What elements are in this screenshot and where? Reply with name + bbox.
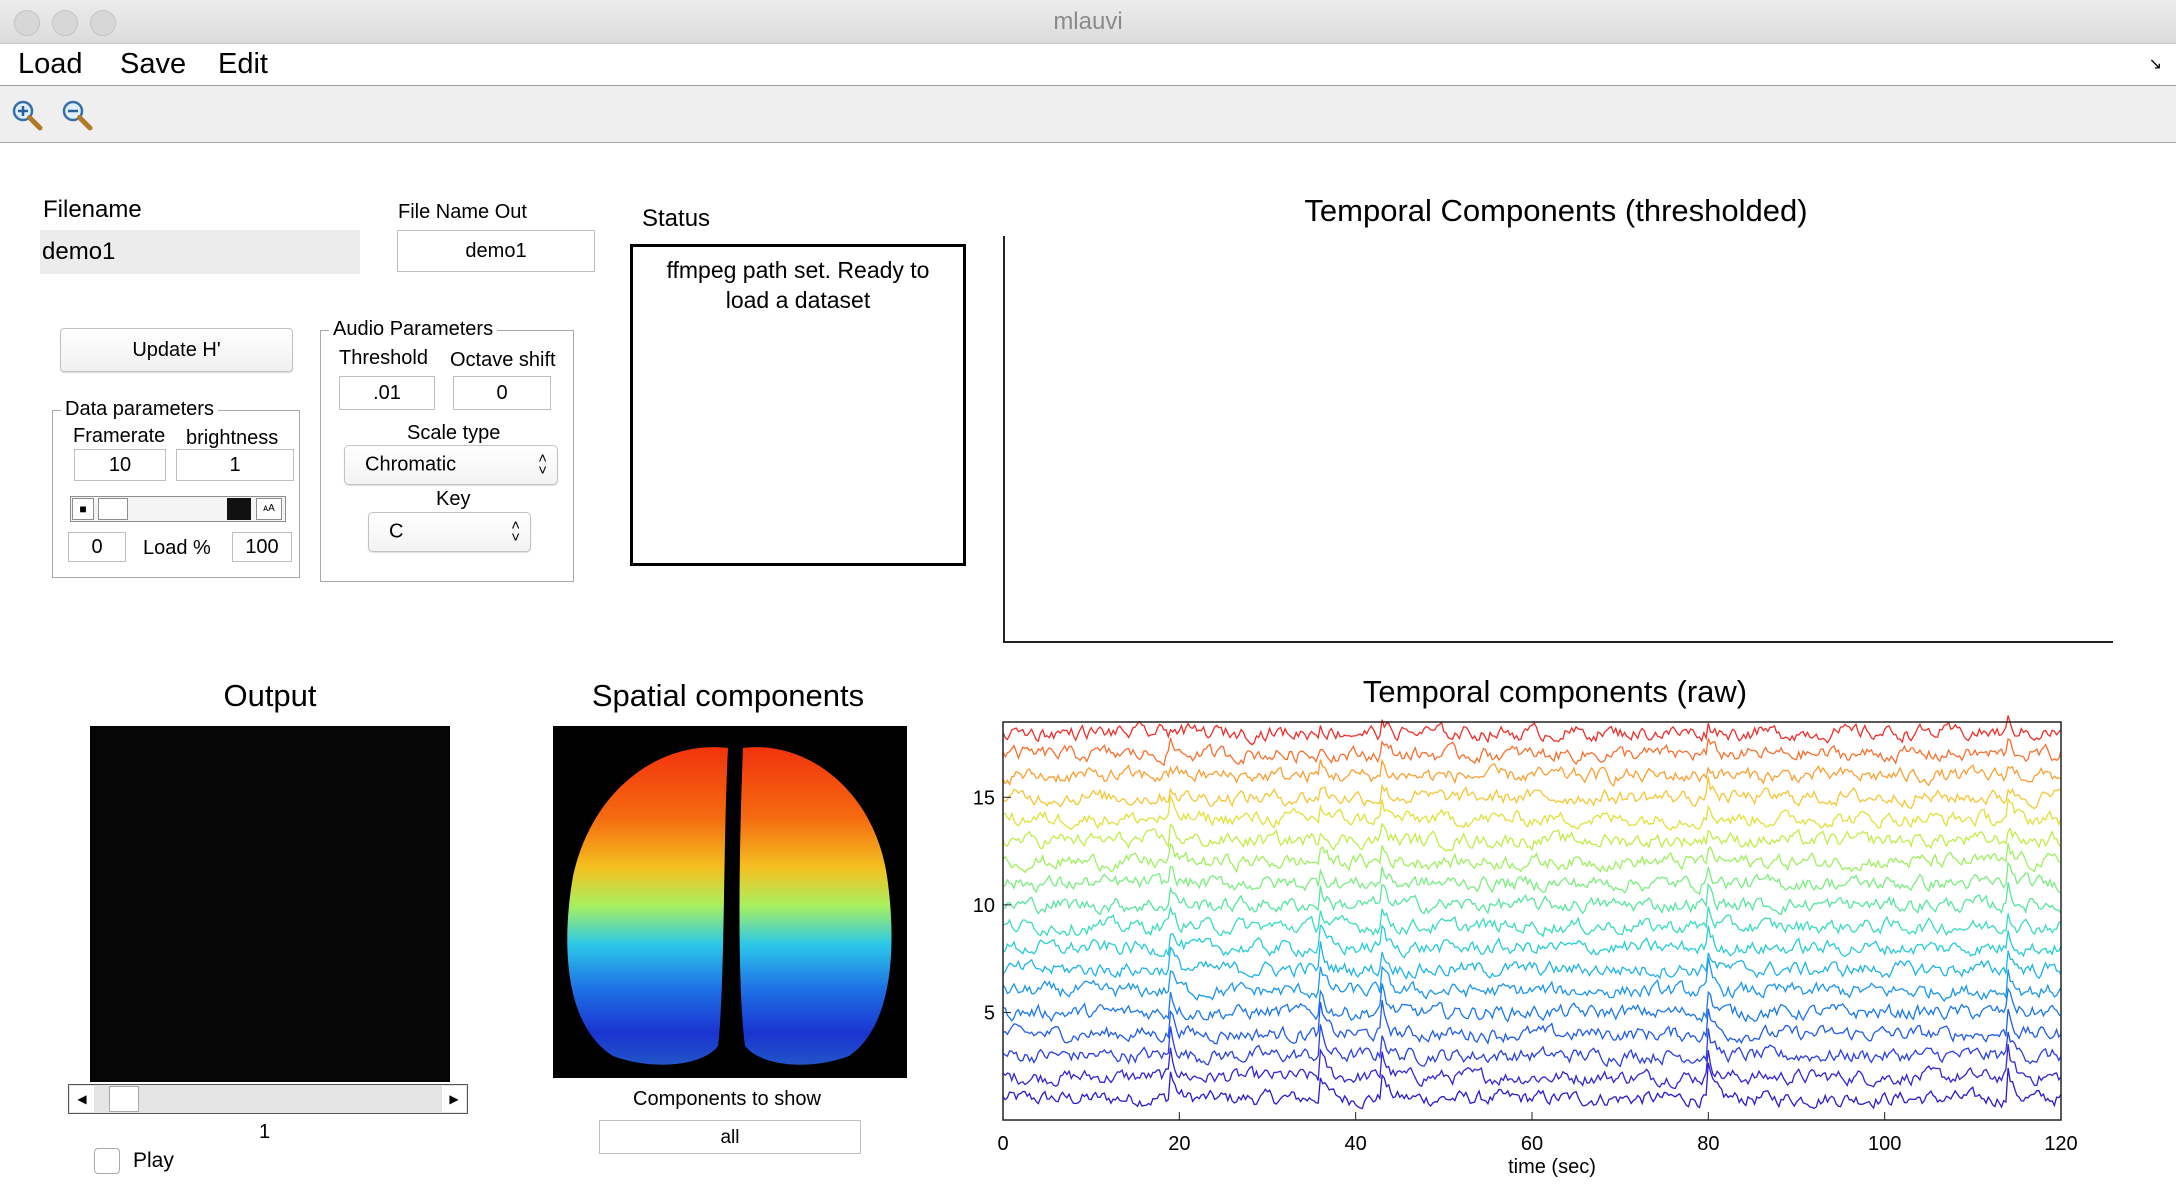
key-label: Key bbox=[436, 488, 471, 510]
raw-series-line-9 bbox=[1002, 905, 2062, 938]
threshold-field[interactable]: .01 bbox=[339, 376, 435, 410]
raw-series-line-5 bbox=[1002, 983, 2062, 1023]
zoom-in-icon[interactable] bbox=[10, 98, 44, 132]
temporal-raw-title: Temporal components (raw) bbox=[1363, 674, 1747, 709]
y-tick-label: 10 bbox=[973, 895, 995, 917]
x-tick-label: 0 bbox=[997, 1133, 1008, 1155]
raw-series-line-14 bbox=[1002, 794, 2062, 831]
scroll-right-icon[interactable]: ▶ bbox=[442, 1086, 466, 1112]
output-video-frame bbox=[90, 726, 450, 1082]
update-h-button[interactable]: Update H' bbox=[60, 328, 293, 372]
menu-load[interactable]: Load bbox=[18, 48, 83, 80]
octave-shift-field[interactable]: 0 bbox=[453, 376, 551, 410]
raw-series-line-17 bbox=[1002, 737, 2062, 767]
output-title: Output bbox=[223, 678, 317, 713]
key-select[interactable]: C ˄ ˅ bbox=[368, 512, 531, 552]
scale-type-select[interactable]: Chromatic ˄ ˅ bbox=[344, 445, 558, 485]
audio-parameters-title: Audio Parameters bbox=[329, 318, 498, 341]
status-box: ffmpeg path set. Ready to load a dataset bbox=[630, 244, 966, 566]
raw-series-line-16 bbox=[1002, 758, 2062, 788]
temporal-thresholded-title: Temporal Components (thresholded) bbox=[1304, 193, 1808, 228]
raw-series-line-1 bbox=[1002, 1062, 2062, 1110]
raw-series-line-12 bbox=[1002, 842, 2062, 874]
filename-field[interactable]: demo1 bbox=[40, 230, 360, 274]
y-tick-label: 5 bbox=[984, 1002, 995, 1024]
thresholded-y-axis bbox=[1003, 236, 1005, 643]
x-tick-label: 20 bbox=[1168, 1133, 1190, 1155]
raw-series-line-3 bbox=[1002, 1024, 2062, 1068]
load-percent-label: Load % bbox=[143, 537, 211, 559]
raw-x-axis-label: time (sec) bbox=[1508, 1156, 1596, 1178]
stepper-arrows-icon: ˄ ˅ bbox=[511, 517, 520, 546]
load-end-field[interactable]: 100 bbox=[232, 532, 292, 562]
key-value: C bbox=[389, 520, 404, 543]
x-tick-label: 40 bbox=[1345, 1133, 1367, 1155]
close-window-icon[interactable] bbox=[14, 10, 40, 36]
raw-series-line-18 bbox=[1002, 715, 2062, 746]
zoom-out-icon[interactable] bbox=[60, 98, 94, 132]
filename-label: Filename bbox=[43, 196, 142, 223]
temporal-raw-chart: Temporal components (raw) 0 20 40 60 80 100 12… bbox=[973, 674, 2078, 1178]
x-tick-label: 60 bbox=[1521, 1133, 1543, 1155]
title-bar bbox=[0, 0, 2176, 44]
play-checkbox[interactable] bbox=[94, 1148, 120, 1174]
octave-shift-label: Octave shift bbox=[450, 349, 556, 371]
spatial-components-title: Spatial components bbox=[591, 678, 865, 713]
raw-series-line-2 bbox=[1002, 1044, 2062, 1090]
slider-thumb[interactable] bbox=[98, 498, 128, 520]
raw-series-line-8 bbox=[1002, 923, 2062, 959]
minimize-window-icon[interactable] bbox=[52, 10, 78, 36]
menu-edit[interactable]: Edit bbox=[218, 48, 268, 80]
components-to-show-field[interactable]: all bbox=[599, 1120, 861, 1154]
spatial-components-image bbox=[553, 726, 907, 1078]
file-name-out-label: File Name Out bbox=[398, 201, 527, 223]
scale-type-label: Scale type bbox=[407, 422, 501, 444]
frame-scroll-thumb[interactable] bbox=[109, 1086, 139, 1112]
framerate-field[interactable]: 10 bbox=[74, 449, 166, 481]
auto-contrast-icon[interactable]: ᴀA bbox=[256, 498, 282, 520]
menu-bar: Load Save Edit ↘ bbox=[0, 44, 2176, 86]
play-label: Play bbox=[133, 1149, 174, 1172]
file-name-out-field[interactable]: demo1 bbox=[397, 230, 595, 272]
raw-series-line-7 bbox=[1002, 941, 2062, 981]
zoom-window-icon[interactable] bbox=[90, 10, 116, 36]
stop-icon[interactable]: ■ bbox=[72, 498, 94, 520]
raw-series-line-10 bbox=[1002, 882, 2062, 916]
toolbar bbox=[0, 86, 2176, 143]
threshold-label: Threshold bbox=[339, 347, 428, 369]
menu-save[interactable]: Save bbox=[120, 48, 187, 80]
undock-icon[interactable]: ↘ bbox=[2148, 56, 2162, 73]
brightness-label: brightness bbox=[186, 427, 279, 449]
data-parameters-title: Data parameters bbox=[61, 398, 218, 421]
black-level-icon[interactable] bbox=[227, 498, 251, 520]
status-label: Status bbox=[642, 205, 711, 232]
framerate-label: Framerate bbox=[73, 425, 166, 447]
scale-type-value: Chromatic bbox=[365, 453, 457, 476]
raw-series-line-11 bbox=[1002, 860, 2062, 896]
x-tick-label: 100 bbox=[1868, 1133, 1901, 1155]
raw-ticks-group: 0 20 40 60 80 100 120 5 10 15 bbox=[973, 787, 2078, 1155]
components-to-show-label: Components to show bbox=[633, 1088, 821, 1110]
scroll-left-icon[interactable]: ◀ bbox=[70, 1086, 94, 1112]
raw-series-line-4 bbox=[1002, 1000, 2062, 1045]
thresholded-x-axis bbox=[1003, 641, 2113, 643]
raw-series-line-13 bbox=[1002, 822, 2062, 852]
x-tick-label: 80 bbox=[1697, 1133, 1719, 1155]
raw-series-group bbox=[1002, 715, 2062, 1110]
brightness-field[interactable]: 1 bbox=[176, 449, 294, 481]
raw-series-line-6 bbox=[1002, 957, 2062, 1003]
y-tick-label: 15 bbox=[973, 787, 995, 809]
x-tick-label: 120 bbox=[2044, 1133, 2077, 1155]
window-title: mlauvi bbox=[1053, 8, 1123, 35]
load-start-field[interactable]: 0 bbox=[68, 532, 126, 562]
stepper-arrows-icon: ˄ ˅ bbox=[538, 450, 547, 479]
frame-number: 1 bbox=[259, 1121, 271, 1143]
raw-series-line-15 bbox=[1002, 776, 2062, 810]
